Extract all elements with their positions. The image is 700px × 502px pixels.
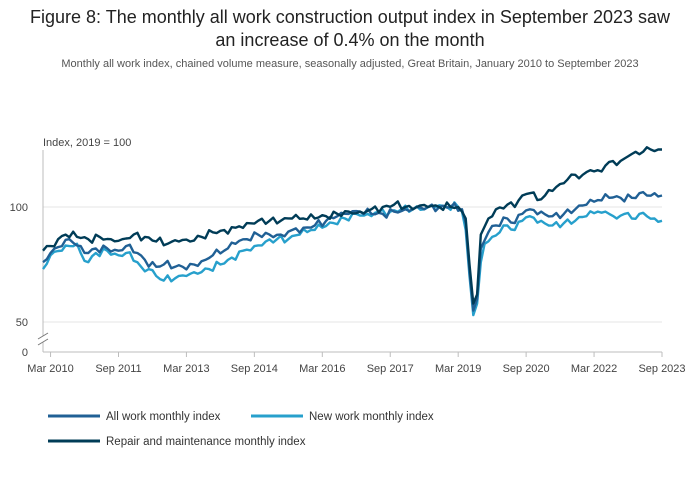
x-tick-label: Mar 2022 [571,363,617,375]
x-tick-label: Mar 2016 [299,363,345,375]
chart-title: Figure 8: The monthly all work construct… [29,7,670,50]
x-tick-label: Sep 2023 [638,363,685,375]
axes: Index, 2019 = 100 0 50 100 Mar 2010 Sep 2011 M… [10,137,686,375]
y-axis-label: Index, 2019 = 100 [43,137,131,149]
x-tick-label: Mar 2010 [27,363,73,375]
y-tick-label-50: 50 [16,317,28,329]
x-tick-label: Sep 2017 [367,363,414,375]
x-tick-label: Mar 2019 [435,363,481,375]
x-tick-label: Sep 2014 [231,363,278,375]
grid-lines [43,206,662,323]
legend-label: Repair and maintenance monthly index [106,436,306,448]
series-group [42,146,663,317]
axis-break-mark [37,338,49,346]
x-tick-label: Sep 2020 [503,363,550,375]
y-tick-label-100: 100 [10,202,28,214]
axis-break-mark [37,332,49,340]
y-tick-label-0: 0 [22,347,28,359]
x-tick-label: Sep 2011 [95,363,141,375]
series-line-new-work [42,201,663,317]
legend-label: New work monthly index [309,411,434,423]
legend: All work monthly index New work monthly i… [48,411,434,448]
chart-subtitle: Monthly all work index, chained volume m… [61,58,639,70]
x-tick-label: Mar 2013 [163,363,209,375]
series-line-repair-maintenance [42,146,662,305]
legend-label: All work monthly index [106,411,221,423]
series-line-all-work [42,190,663,312]
